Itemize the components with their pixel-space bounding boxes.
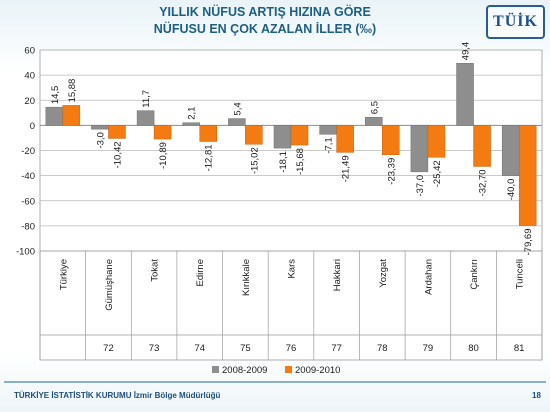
- y-tick-label: -100: [16, 247, 35, 258]
- category-label: Çankırı: [469, 259, 480, 290]
- bar-2008-2009: [456, 63, 474, 126]
- bar-2009-2010: [245, 125, 263, 145]
- bar-2008-2009: [228, 118, 246, 126]
- category-label: Hakkari: [332, 259, 343, 291]
- data-label: -25,42: [432, 160, 443, 187]
- bar-2009-2010: [473, 125, 491, 167]
- bar-2009-2010: [290, 125, 309, 146]
- bar-2009-2010: [518, 125, 537, 226]
- category-label: Tokat: [150, 259, 161, 282]
- bar-2009-2010: [199, 125, 217, 142]
- bar-2008-2009: [273, 125, 292, 149]
- category-label: Kırıkkale: [241, 259, 252, 296]
- y-tick-label: -80: [21, 221, 35, 232]
- category-label: Tunceli: [515, 259, 526, 289]
- legend-label: 2008-2009: [222, 365, 267, 376]
- rank-label: 79: [423, 343, 434, 354]
- rank-label: 73: [149, 343, 160, 354]
- data-label: -10,42: [112, 141, 123, 168]
- data-label: 49,4: [461, 42, 472, 61]
- chart-title-line1: YILLIK NÜFUS ARTIŞ HIZINA GÖRE: [159, 5, 371, 19]
- data-label: -12,81: [204, 144, 215, 171]
- page-number: 18: [532, 391, 541, 400]
- bar-2008-2009: [365, 116, 383, 126]
- data-label: 2,1: [187, 107, 198, 120]
- bar-2008-2009: [136, 110, 155, 126]
- data-label: -21,49: [341, 155, 352, 182]
- rank-label: 76: [286, 343, 297, 354]
- bar-2008-2009: [501, 125, 520, 176]
- data-label: 6,5: [369, 101, 380, 114]
- legend-swatch: [285, 366, 292, 373]
- data-label: 11,7: [141, 90, 152, 108]
- data-label: -18,1: [278, 151, 289, 173]
- data-label: -10,89: [158, 142, 169, 169]
- category-label: Edirne: [195, 259, 206, 286]
- legend-swatch: [212, 366, 219, 373]
- bar-2008-2009: [91, 125, 109, 130]
- y-tick-label: -40: [21, 171, 35, 182]
- data-label: -32,70: [478, 169, 489, 196]
- data-label: -23,39: [386, 158, 397, 185]
- rank-label: 75: [240, 343, 251, 354]
- bar-2008-2009: [182, 122, 200, 126]
- rank-label: 72: [103, 343, 114, 354]
- data-label: -3,0: [95, 132, 106, 148]
- y-tick-label: 20: [24, 96, 35, 107]
- y-tick-label: 0: [30, 121, 35, 132]
- rank-label: 74: [194, 343, 205, 354]
- data-label: -15,02: [249, 147, 260, 174]
- rank-label: 81: [514, 343, 525, 354]
- category-label: Gümüşhane: [104, 259, 115, 311]
- y-tick-label: -20: [21, 146, 35, 157]
- category-label: Türkiye: [58, 259, 69, 290]
- tuik-logo: TÜİK: [486, 5, 545, 39]
- y-tick-label: 60: [24, 46, 35, 57]
- data-label: -40,0: [506, 179, 517, 201]
- data-label: -7,1: [324, 137, 335, 153]
- bar-2008-2009: [410, 125, 429, 173]
- category-label: Kars: [287, 259, 298, 279]
- data-label: -79,69: [523, 228, 534, 255]
- data-label: 14,5: [50, 86, 61, 105]
- data-label: 15,88: [67, 79, 78, 103]
- rank-label: 77: [331, 343, 342, 354]
- footer-divider: [4, 381, 546, 383]
- data-label: -37,0: [415, 175, 426, 197]
- legend-label: 2009-2010: [295, 365, 340, 376]
- rank-label: 80: [468, 343, 479, 354]
- bar-2009-2010: [108, 125, 126, 139]
- data-label: 5,4: [232, 102, 243, 115]
- footer-institution: TÜRKİYE İSTATİSTİK KURUMU İzmir Bölge Mü…: [14, 391, 221, 400]
- bar-2008-2009: [319, 125, 337, 135]
- rank-label: 78: [377, 343, 388, 354]
- bar-2008-2009: [45, 106, 64, 126]
- y-tick-label: -60: [21, 196, 35, 207]
- bar-2009-2010: [382, 125, 400, 156]
- category-label: Yozgat: [378, 259, 389, 288]
- category-label: Ardahan: [423, 259, 434, 295]
- bar-2009-2010: [336, 125, 354, 153]
- chart-title-line2: NÜFUSU EN ÇOK AZALAN İLLER (‰): [153, 22, 377, 36]
- bar-2009-2010: [427, 125, 446, 158]
- bar-2009-2010: [62, 105, 81, 126]
- data-label: -15,68: [295, 148, 306, 175]
- y-tick-label: 40: [24, 71, 35, 82]
- bar-2009-2010: [153, 125, 172, 140]
- chart-title: YILLIK NÜFUS ARTIŞ HIZINA GÖRE NÜFUSU EN…: [80, 4, 450, 38]
